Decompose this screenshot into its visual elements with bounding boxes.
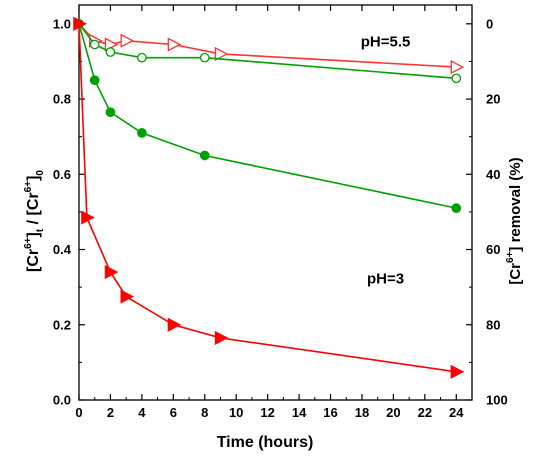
- x-tick-label: 4: [138, 405, 146, 420]
- series-line: [78, 23, 457, 373]
- annotation: pH=3: [367, 270, 404, 287]
- data-point: [199, 52, 210, 63]
- data-point: [105, 107, 116, 118]
- x-tick-label: 18: [355, 405, 369, 420]
- y-tick-label: 0.4: [53, 242, 72, 257]
- ylabel-sub: 0: [35, 170, 46, 176]
- x-tick-label: 20: [386, 405, 400, 420]
- y-axis-label: [Cr6+]t / [Cr6+]0: [23, 170, 46, 272]
- data-point: [451, 203, 462, 213]
- data-point: [73, 16, 87, 31]
- x-tick-label: 0: [75, 405, 82, 420]
- data-point: [167, 37, 182, 52]
- data-point: [199, 150, 210, 161]
- data-point: [81, 210, 95, 225]
- y2-tick-label: 40: [486, 167, 500, 182]
- y2-tick-label: 60: [486, 242, 500, 257]
- data-point: [89, 39, 100, 50]
- ylabel-part: ]: [25, 232, 42, 237]
- x-tick-label: 8: [201, 405, 208, 420]
- y2label-sup: 6+: [505, 251, 516, 263]
- x-tick-label: 10: [229, 405, 243, 420]
- series-3: [73, 16, 465, 379]
- ylabel-part: ]: [25, 176, 42, 181]
- series-2: [74, 18, 462, 213]
- data-point: [137, 128, 147, 138]
- ylabel-part: / [Cr: [25, 192, 42, 228]
- data-point: [450, 59, 465, 75]
- x-tick-label: 24: [449, 405, 464, 420]
- data-point: [105, 47, 116, 57]
- y-tick-label: 0.6: [53, 167, 71, 182]
- y-tick-label: 1.0: [53, 16, 71, 31]
- y2-tick-label: 20: [486, 92, 500, 107]
- data-point: [137, 52, 147, 63]
- series-line: [78, 23, 457, 209]
- y2-tick-label: 100: [486, 393, 508, 408]
- y2label-part: ] removal (%): [507, 157, 524, 251]
- y-tick-label: 0.8: [53, 92, 71, 107]
- data-point: [120, 33, 135, 48]
- plot-frame: [78, 4, 473, 401]
- y2-tick-label: 80: [486, 317, 500, 332]
- data-point: [451, 73, 462, 84]
- annotation: pH=5.5: [361, 33, 411, 50]
- y2label-part: [Cr: [507, 263, 524, 285]
- x-tick-label: 6: [170, 405, 177, 420]
- x-tick-label: 14: [292, 405, 307, 420]
- x-axis-label: Time (hours): [217, 434, 314, 451]
- ylabel-part: [Cr: [25, 249, 42, 272]
- axes: 0 2 4 6 8 10 12 14 16 18 20 22 240.00.20.40.60.81.0 0…: [53, 4, 508, 420]
- y-tick-label: 0.2: [53, 317, 71, 332]
- x-tick-label: 12: [260, 405, 274, 420]
- ylabel-sup: 6+: [23, 181, 34, 193]
- data-point: [167, 317, 182, 332]
- data-point: [214, 330, 229, 346]
- series-layer: pH=5.5 pH=3: [73, 16, 465, 379]
- data-point: [450, 364, 465, 379]
- x-tick-label: 2: [107, 405, 114, 420]
- data-point: [89, 75, 100, 86]
- data-point: [214, 46, 229, 61]
- data-point: [104, 265, 119, 280]
- x-tick-label: 22: [418, 405, 432, 420]
- ylabel-sup: 6+: [23, 237, 34, 249]
- series-line: [78, 23, 457, 80]
- x-tick-label: 16: [323, 405, 337, 420]
- data-point: [120, 289, 135, 304]
- y2-tick-label: 0: [486, 16, 493, 31]
- ylabel-sub: t: [35, 228, 46, 232]
- y2-axis-label: [Cr6+] removal (%): [505, 157, 524, 284]
- series-1: [74, 18, 462, 84]
- y-tick-label: 0.0: [53, 393, 71, 408]
